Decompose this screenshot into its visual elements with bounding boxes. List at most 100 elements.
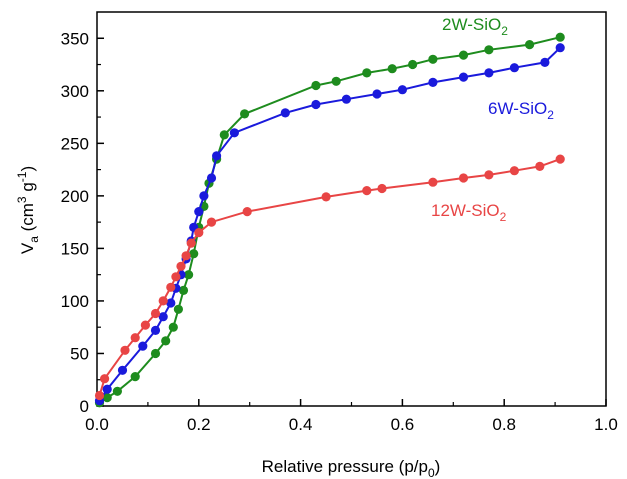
data-point [240, 109, 250, 119]
series-label-6w-sio2: 6W-SiO2 [488, 99, 554, 122]
y-tick-label: 300 [61, 82, 89, 101]
series-12w-sio2 [94, 154, 565, 401]
data-point [362, 68, 372, 78]
data-point [372, 89, 382, 99]
data-point [311, 99, 321, 110]
y-tick-label: 350 [61, 29, 89, 48]
y-tick-label: 250 [61, 134, 89, 153]
series-label-2w-sub: 2 [501, 24, 508, 38]
data-point [484, 45, 494, 55]
series-6w-sio2 [94, 43, 565, 406]
data-point [140, 320, 150, 330]
x-axis-title: Relative pressure (p/p0) [262, 457, 441, 479]
data-point [206, 173, 217, 183]
y-tick-label: 50 [70, 344, 89, 363]
data-point [117, 365, 128, 375]
data-point [166, 282, 176, 292]
data-point [362, 186, 372, 196]
data-point [535, 161, 545, 171]
data-point [161, 336, 171, 346]
data-point [525, 40, 535, 50]
data-point [130, 333, 140, 343]
y-axis-title-sup1: 3 [15, 196, 29, 203]
data-point [130, 372, 140, 382]
data-point [212, 151, 222, 161]
data-point [242, 207, 252, 217]
data-point [176, 261, 186, 271]
data-point [377, 183, 387, 194]
y-axis-title-mid: (cm [18, 203, 37, 236]
x-axis-title-sub: 0 [428, 466, 435, 479]
y-axis-title-sub: a [27, 236, 41, 243]
y-axis-title: Va (cm3 g-1) [15, 166, 41, 254]
series-line [98, 46, 561, 402]
plot-axes: 0.0 0.2 0.4 0.6 0.8 1.0 0 50 100 150 200 250 300 350 [61, 11, 618, 434]
y-tick-label: 100 [61, 292, 89, 311]
data-point [178, 285, 189, 295]
y-tick-label: 0 [80, 397, 89, 416]
data-point [408, 59, 418, 70]
data-point [321, 192, 331, 202]
data-point [458, 50, 469, 60]
x-tick-label: 0.0 [85, 415, 109, 434]
data-point [94, 390, 105, 401]
data-point [150, 308, 161, 319]
y-tick-label: 150 [61, 239, 89, 258]
data-point [194, 207, 204, 217]
data-point [341, 94, 351, 104]
data-point [509, 63, 519, 73]
data-point [181, 251, 191, 261]
data-point [166, 298, 176, 308]
data-point [112, 386, 122, 396]
series-label-2w-sio2: 2W-SiO2 [442, 15, 508, 38]
data-point [540, 57, 550, 67]
data-point [173, 304, 183, 314]
x-tick-label: 1.0 [594, 415, 618, 434]
data-point [555, 43, 565, 53]
data-point [458, 173, 469, 183]
y-axis-title-tail: ) [18, 166, 37, 172]
data-point [280, 108, 290, 118]
series-label-2w-main: 2W-SiO [442, 15, 501, 34]
data-point [331, 76, 341, 86]
data-point [397, 85, 407, 95]
y-tick-label: 200 [61, 187, 89, 206]
series-label-6w-sub: 2 [547, 108, 554, 122]
x-tick-label: 0.8 [492, 415, 516, 434]
data-point [428, 54, 438, 64]
data-point [120, 345, 130, 355]
data-point [168, 322, 178, 332]
data-point [555, 32, 565, 42]
series-2w-sio2 [94, 32, 565, 408]
series-layer [94, 32, 565, 408]
data-point [458, 72, 469, 82]
x-axis-title-main: Relative pressure (p/p [262, 457, 428, 476]
data-point [387, 64, 397, 74]
data-point [509, 166, 519, 176]
data-point [158, 312, 168, 322]
series-label-12w-sio2: 12W-SiO2 [431, 201, 507, 224]
x-axis-title-tail: ) [435, 457, 441, 476]
data-point [189, 249, 199, 259]
x-tick-label: 0.2 [187, 415, 211, 434]
data-point [171, 272, 181, 282]
series-label-12w-sub: 2 [500, 210, 507, 224]
data-point [311, 80, 321, 91]
data-point [428, 177, 438, 187]
data-point [219, 130, 229, 140]
x-tick-label: 0.6 [391, 415, 415, 434]
data-point [484, 68, 494, 78]
data-point [555, 154, 565, 164]
y-axis-title-mid2: g [18, 182, 37, 196]
data-point [484, 170, 494, 180]
data-point [138, 341, 148, 351]
data-point [100, 374, 110, 384]
data-point [199, 191, 209, 201]
series-label-12w-main: 12W-SiO [431, 201, 500, 220]
series-label-6w-main: 6W-SiO [488, 99, 547, 118]
plot-frame [96, 11, 607, 407]
data-point [150, 348, 161, 359]
x-tick-label: 0.4 [289, 415, 313, 434]
y-axis-title-pre: V [18, 242, 37, 254]
